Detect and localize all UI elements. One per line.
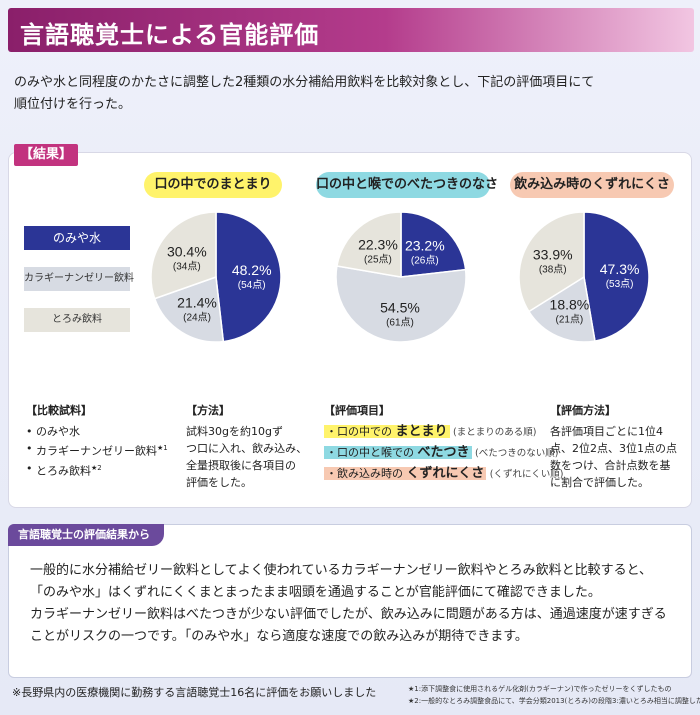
pie-slice (150, 211, 217, 300)
eval-items-heading: 【評価項目】 (324, 404, 390, 417)
intro-text: のみや水と同程度のかたさに調整した2種類の水分補給用飲料を比較対象とし、下記の評… (14, 72, 684, 116)
pie-points-label: (54点) (238, 279, 266, 291)
pie-chart-collapse: 47.3%(53点) 18.8%(21点) 33.9%(38点) (518, 211, 650, 343)
pie-points-label: (38点) (539, 264, 567, 276)
chart-title-collapse: 飲み込み時のくずれにくさ (510, 172, 674, 198)
method-line: 全量摂取後に各項目の (186, 459, 296, 472)
legend-item-nomiya: のみや水 (24, 226, 130, 250)
intro-line-1: のみや水と同程度のかたさに調整した2種類の水分補給用飲料を比較対象とし、下記の評… (14, 75, 595, 90)
summary-line: ことがリスクの一つです。「のみや水」なら適度な速度での飲み込みが期待できます。 (30, 629, 528, 644)
eval-method-heading: 【評価方法】 (550, 404, 616, 417)
pie-chart-cohesion: 48.2%(54点) 21.4%(24点) 30.4%(34点) (150, 211, 282, 343)
legend: のみや水 カラギーナンゼリー飲料 とろみ飲料 (24, 226, 134, 349)
method-line: つ口に入れ、飲み込み、 (186, 442, 308, 455)
pie-points-label: (25点) (364, 254, 392, 266)
footnote-star-1: ★1:添下調整食に使用されるゲル化剤(カラギーナン)で作ったゼリーをくずしたもの (408, 685, 672, 693)
summary-text: 一般的に水分補給ゼリー飲料としてよく使われているカラギーナンゼリー飲料やとろみ飲… (30, 560, 670, 648)
pie-slice (400, 211, 467, 278)
pie-value-label: 48.2% (232, 262, 272, 278)
pie-value-label: 23.2% (405, 237, 445, 253)
eval-item-cohesion: ・口の中での まとまり (まとまりのある順) (324, 424, 537, 439)
eval-method-line: 各評価項目ごとに1位4 (550, 425, 663, 438)
legend-item-toromi: とろみ飲料 (24, 308, 130, 332)
eval-method-line: に割合で評価した。 (550, 476, 649, 489)
pie-points-label: (21点) (555, 314, 583, 326)
chart-title-cohesion: 口の中でのまとまり (144, 172, 282, 198)
chart-title-stickiness: 口の中と喉でのべたつきのなさ (316, 172, 498, 198)
pie-points-label: (53点) (606, 278, 634, 290)
legend-item-carrageenan: カラギーナンゼリー飲料 (24, 267, 134, 291)
pie-value-label: 30.4% (167, 243, 207, 259)
samples-section: 【比較試料】 のみや水 カラギーナンゼリー飲料★1 とろみ飲料★2 (26, 402, 176, 479)
method-section: 【方法】 試料30gを約10gず つ口に入れ、飲み込み、 全量摂取後に各項目の … (186, 402, 314, 491)
pie-slice (335, 265, 467, 343)
pie-points-label: (24点) (183, 311, 211, 323)
pie-value-label: 22.3% (358, 237, 398, 253)
pie-points-label: (26点) (411, 254, 439, 266)
summary-box (8, 524, 692, 678)
eval-items-section: 【評価項目】 ・口の中での まとまり (まとまりのある順) ・口の中と喉での べ… (324, 402, 564, 486)
summary-line: 一般的に水分補給ゼリー飲料としてよく使われているカラギーナンゼリー飲料やとろみ飲… (30, 563, 653, 578)
pie-points-label: (61点) (386, 317, 414, 329)
pie-slice (583, 211, 650, 342)
footnote-star-2: ★2:一般的なとろみ調整食品にて、学会分類2013(とろみ)の段階3:濃いとろみ… (408, 697, 700, 705)
sample-item: とろみ飲料★2 (26, 460, 176, 480)
pie-value-label: 47.3% (600, 261, 640, 277)
method-heading: 【方法】 (186, 404, 230, 417)
pie-value-label: 33.9% (533, 247, 573, 263)
eval-method-line: 数をつけ、合計点数を基 (550, 459, 671, 472)
title-bar: 言語聴覚士による官能評価 (8, 8, 694, 52)
eval-item-stickiness: ・口の中と喉での べたつき (べたつきのない順) (324, 445, 559, 460)
pie-slice (518, 211, 585, 313)
pie-value-label: 54.5% (380, 300, 420, 316)
summary-tab: 言語聴覚士の評価結果から (8, 524, 164, 546)
method-line: 試料30gを約10gず (186, 425, 283, 438)
intro-line-2: 順位付けを行った。 (14, 97, 132, 112)
page-title: 言語聴覚士による官能評価 (20, 21, 320, 49)
footnote: ※長野県内の医療機関に勤務する言語聴覚士16名に評価をお願いしました (12, 686, 377, 699)
sample-item: カラギーナンゼリー飲料★1 (26, 440, 176, 460)
summary-line: カラギーナンゼリー飲料はべたつきが少ない評価でしたが、飲み込みに問題がある方は、… (30, 607, 667, 622)
pie-slice (527, 275, 596, 343)
pie-slice (336, 211, 402, 278)
eval-item-collapse: ・飲み込み時の くずれにくさ (くずれにくい順) (324, 466, 564, 481)
eval-method-line: 点、2位2点、3位1点の点 (550, 442, 677, 455)
pie-value-label: 18.8% (550, 297, 590, 313)
eval-method-section: 【評価方法】 各評価項目ごとに1位4 点、2位2点、3位1点の点 数をつけ、合計… (550, 402, 678, 491)
pie-value-label: 21.4% (177, 294, 217, 310)
pie-chart-stickiness: 23.2%(26点) 54.5%(61点) 22.3%(25点) (335, 211, 467, 343)
pie-points-label: (34点) (173, 260, 201, 272)
sample-item: のみや水 (26, 423, 176, 440)
method-line: 評価をした。 (186, 476, 252, 489)
samples-heading: 【比較試料】 (26, 404, 92, 417)
pie-slice (215, 211, 282, 343)
summary-line: 「のみや水」はくずれにくくまとまったまま咽頭を通過することが官能評価にて確認でき… (30, 585, 601, 600)
results-label: 【結果】 (14, 144, 79, 166)
